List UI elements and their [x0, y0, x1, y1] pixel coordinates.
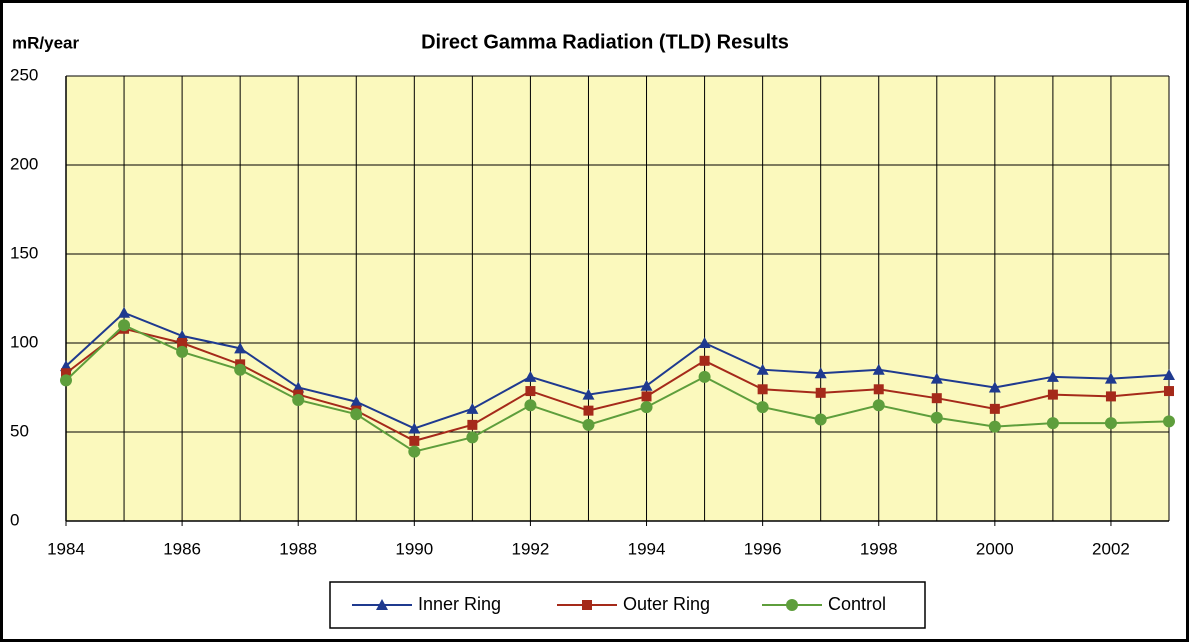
series-line [65, 327, 1170, 442]
x-tick-label: 1990 [395, 539, 433, 558]
marker [814, 367, 827, 379]
y-tick-label: 200 [10, 154, 38, 173]
marker [930, 411, 943, 424]
marker [583, 405, 594, 416]
legend-box [329, 581, 926, 629]
legend-label: Control [828, 594, 886, 614]
chart-title: Direct Gamma Radiation (TLD) Results [421, 31, 789, 53]
x-tick-label: 1992 [512, 539, 550, 558]
y-tick-label: 250 [10, 65, 38, 84]
marker [1163, 369, 1175, 381]
marker [756, 401, 769, 414]
marker [786, 599, 798, 611]
marker [873, 384, 884, 395]
series-line [65, 311, 1170, 430]
plot-area [66, 76, 1169, 521]
marker [409, 435, 420, 446]
marker [814, 413, 827, 426]
marker [466, 402, 479, 414]
x-tick-label: 1996 [744, 539, 782, 558]
marker [1046, 370, 1059, 382]
x-tick-label: 1994 [628, 539, 666, 558]
marker [1105, 391, 1116, 402]
y-tick-label: 100 [10, 332, 38, 351]
marker [234, 363, 247, 376]
marker [234, 342, 247, 354]
marker [582, 418, 595, 431]
marker [1047, 389, 1058, 400]
marker [756, 363, 769, 375]
x-tick-label: 2000 [976, 539, 1014, 558]
marker [292, 393, 305, 406]
marker [988, 420, 1001, 433]
x-tick-label: 1986 [163, 539, 201, 558]
marker [931, 393, 942, 404]
series-line [65, 324, 1170, 453]
marker [176, 345, 189, 358]
marker [525, 386, 536, 397]
legend-label: Inner Ring [418, 594, 501, 614]
y-axis-label: mR/year [12, 33, 79, 52]
marker [376, 599, 388, 610]
marker [60, 374, 72, 387]
marker [408, 445, 421, 458]
marker [1164, 386, 1174, 397]
marker [699, 355, 710, 366]
marker [1046, 417, 1059, 430]
marker [640, 379, 653, 391]
marker [408, 422, 421, 434]
marker [467, 419, 478, 430]
x-tick-label: 2002 [1092, 539, 1130, 558]
marker [872, 363, 885, 375]
marker [988, 381, 1001, 393]
marker [524, 370, 537, 382]
y-tick-label: 150 [10, 243, 38, 262]
marker [815, 387, 826, 398]
marker [350, 395, 363, 407]
y-tick-label: 50 [10, 421, 29, 440]
marker [466, 431, 479, 444]
marker [524, 399, 537, 412]
marker [1163, 415, 1175, 428]
marker [177, 338, 188, 348]
marker [118, 306, 131, 318]
marker [350, 408, 363, 421]
legend-label: Outer Ring [623, 594, 710, 614]
marker [1104, 372, 1117, 384]
marker [1104, 417, 1117, 430]
marker [698, 337, 711, 348]
marker [757, 384, 768, 395]
x-tick-label: 1998 [860, 539, 898, 558]
marker [118, 319, 131, 332]
x-tick-label: 1988 [279, 539, 317, 558]
marker [989, 403, 1000, 414]
marker [582, 600, 592, 610]
marker [582, 388, 595, 400]
x-tick-label: 1984 [47, 539, 85, 558]
marker [641, 391, 652, 402]
marker [640, 401, 653, 414]
marker [61, 368, 71, 379]
y-tick-label: 0 [10, 510, 19, 529]
marker [930, 372, 943, 384]
marker [698, 370, 711, 383]
marker [872, 399, 885, 412]
